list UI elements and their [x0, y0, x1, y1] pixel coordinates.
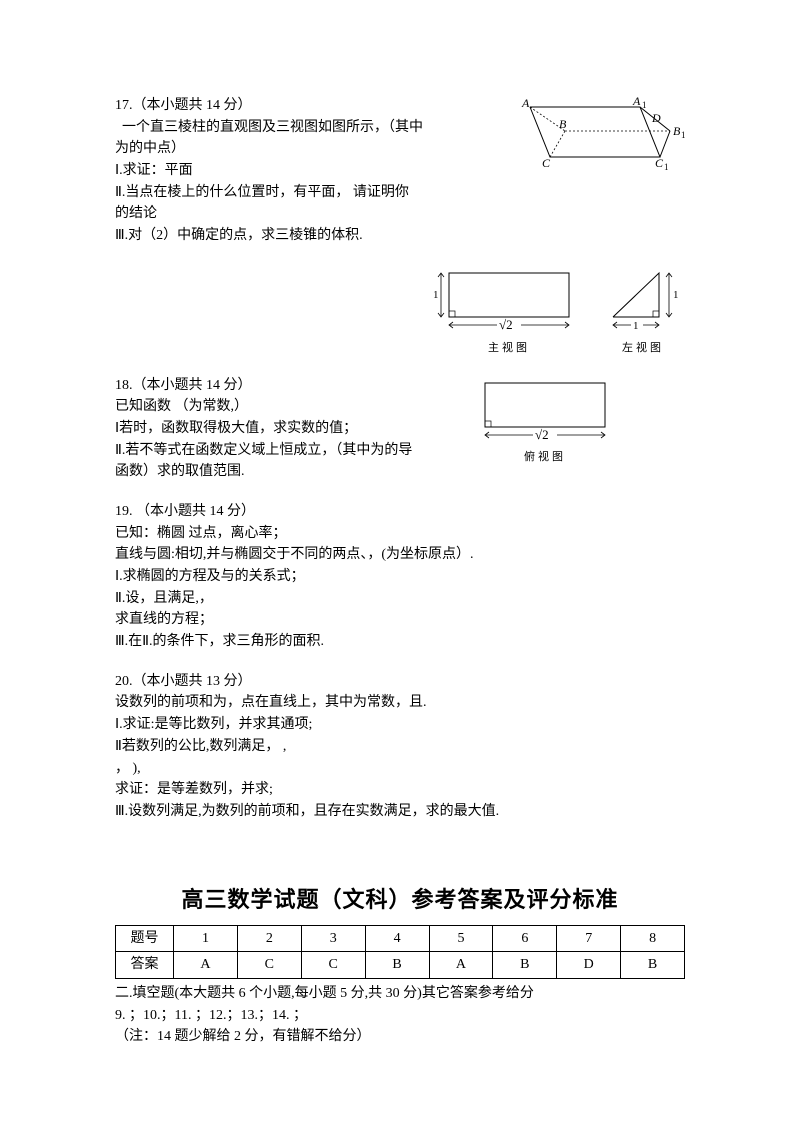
cell-num: 1 — [174, 925, 238, 952]
question-19: 19. （本小题共 14 分） 已知：椭圆 过点，离心率； 直线与圆:相切,并与… — [115, 501, 685, 653]
cell-num: 8 — [621, 925, 685, 952]
label-C1: C — [655, 156, 664, 170]
q20-line: 求证：是等差数列，并求; — [115, 779, 685, 801]
dim-1r: 1 — [673, 289, 679, 301]
table-row: 答案 A C C B A B D B — [116, 952, 685, 979]
q17-line: Ⅱ.当点在棱上的什么位置时，有平面， 请证明你 — [115, 182, 507, 204]
q17-line: 的结论 — [115, 203, 507, 225]
q18-line: Ⅰ若时，函数取得极大值，求实数的值； — [115, 418, 459, 440]
fill-line: 二.填空题(本大题共 6 个小题,每小题 5 分,共 30 分)其它答案参考给分 — [115, 983, 685, 1005]
page: 17.（本小题共 14 分） 一个直三棱柱的直观图及三视图如图所示，（其中 为的… — [0, 0, 800, 1088]
row-header-ans: 答案 — [116, 952, 174, 979]
q18-line: 函数）求的取值范围. — [115, 461, 459, 483]
cell-ans: A — [174, 952, 238, 979]
answer-table: 题号 1 2 3 4 5 6 7 8 答案 A C C B A B D B — [115, 925, 685, 979]
q20-line: Ⅲ.设数列满足,为数列的前项和，且存在实数满足，求的最大值. — [115, 801, 685, 823]
table-row: 题号 1 2 3 4 5 6 7 8 — [116, 925, 685, 952]
fill-line: 9. ；10.；11. ；12.；13.；14. ； — [115, 1005, 685, 1027]
label-D: D — [651, 111, 661, 125]
q18-line: Ⅱ.若不等式在函数定义域上恒成立，（其中为的导 — [115, 440, 459, 462]
cell-ans: B — [493, 952, 557, 979]
q17-line: 为的中点） — [115, 138, 507, 160]
cell-ans: B — [621, 952, 685, 979]
q17-line: Ⅰ.求证：平面 — [115, 160, 507, 182]
side-view-caption: 左视图 — [601, 340, 685, 357]
label-C: C — [542, 156, 551, 170]
top-view-caption: 俯视图 — [467, 449, 623, 466]
three-views-row1: 1 √2 主视图 1 — [115, 265, 685, 357]
cell-num: 3 — [301, 925, 365, 952]
top-view: √2 俯视图 — [467, 375, 623, 483]
label-A1sub: 1 — [642, 100, 647, 110]
main-view-caption: 主视图 — [431, 340, 587, 357]
label-A: A — [521, 96, 530, 110]
cell-num: 6 — [493, 925, 557, 952]
question-17: 17.（本小题共 14 分） 一个直三棱柱的直观图及三视图如图所示，（其中 为的… — [115, 95, 685, 247]
dim-sqrt2: √2 — [499, 317, 513, 331]
q19-line: 直线与圆:相切,并与椭圆交于不同的两点、，(为坐标原点）. — [115, 544, 685, 566]
q20-line: 设数列的前项和为，点在直线上，其中为常数，且. — [115, 692, 685, 714]
q19-line: 已知：椭圆 过点，离心率； — [115, 523, 685, 545]
cell-ans: D — [557, 952, 621, 979]
q18-line: 已知函数 （为常数,） — [115, 396, 459, 418]
q20-line: Ⅰ.求证:是等比数列，并求其通项; — [115, 714, 685, 736]
cell-ans: B — [365, 952, 429, 979]
answer-key-title: 高三数学试题（文科）参考答案及评分标准 — [115, 883, 685, 917]
q17-line: Ⅲ.对（2）中确定的点，求三棱锥的体积. — [115, 225, 507, 247]
cell-ans: C — [237, 952, 301, 979]
q17-header: 17.（本小题共 14 分） — [115, 95, 507, 117]
cell-num: 2 — [237, 925, 301, 952]
prism-figure: A A 1 D B B 1 C C 1 — [515, 95, 685, 183]
q19-header: 19. （本小题共 14 分） — [115, 501, 685, 523]
q17-line: 一个直三棱柱的直观图及三视图如图所示，（其中 — [115, 117, 507, 139]
q19-line: Ⅲ.在Ⅱ.的条件下，求三角形的面积. — [115, 631, 685, 653]
q19-line: Ⅱ.设，且满足,， — [115, 588, 685, 610]
cell-ans: A — [429, 952, 493, 979]
label-B1sub: 1 — [681, 130, 685, 140]
fill-line: （注：14 题少解给 2 分，有错解不给分） — [115, 1026, 685, 1048]
q20-line: ， ), — [115, 758, 685, 780]
q19-line: Ⅰ.求椭圆的方程及与的关系式； — [115, 566, 685, 588]
cell-num: 5 — [429, 925, 493, 952]
label-A1: A — [632, 95, 641, 108]
cell-num: 4 — [365, 925, 429, 952]
question-20: 20.（本小题共 13 分） 设数列的前项和为，点在直线上，其中为常数，且. Ⅰ… — [115, 671, 685, 823]
main-view: 1 √2 主视图 — [431, 265, 587, 357]
question-18: 18.（本小题共 14 分） 已知函数 （为常数,） Ⅰ若时，函数取得极大值，求… — [115, 375, 685, 483]
cell-num: 7 — [557, 925, 621, 952]
cell-ans: C — [301, 952, 365, 979]
q20-line: Ⅱ若数列的公比,数列满足， , — [115, 736, 685, 758]
fill-section: 二.填空题(本大题共 6 个小题,每小题 5 分,共 30 分)其它答案参考给分… — [115, 983, 685, 1048]
dim-1: 1 — [433, 289, 439, 301]
q20-header: 20.（本小题共 13 分） — [115, 671, 685, 693]
label-B1: B — [673, 124, 681, 138]
q18-header: 18.（本小题共 14 分） — [115, 375, 459, 397]
side-view: 1 1 左视图 — [601, 265, 685, 357]
q19-line: 求直线的方程； — [115, 609, 685, 631]
label-B: B — [559, 117, 567, 131]
dim-1b: 1 — [633, 320, 639, 331]
label-C1sub: 1 — [664, 162, 669, 172]
dim-sqrt2-top: √2 — [535, 427, 549, 441]
row-header-num: 题号 — [116, 925, 174, 952]
